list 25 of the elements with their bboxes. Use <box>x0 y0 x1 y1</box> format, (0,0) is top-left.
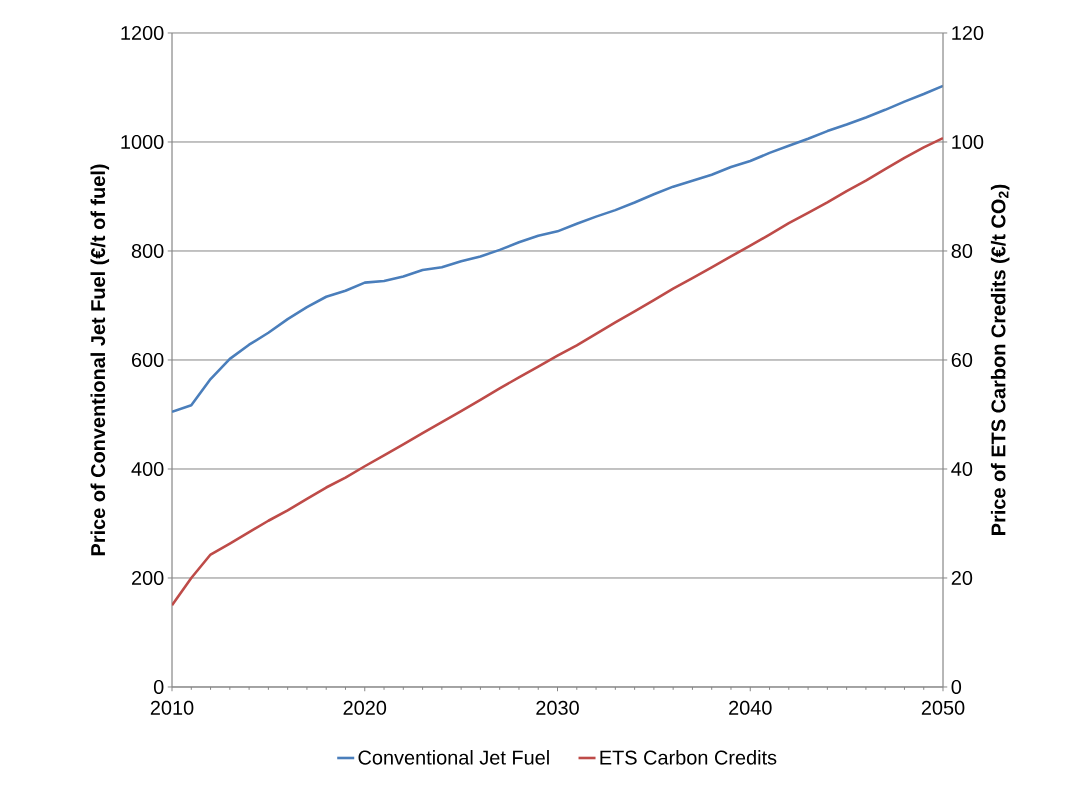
y2-tick-label: 80 <box>951 243 973 259</box>
line-series <box>172 136 944 607</box>
y-tick-label: 200 <box>132 570 164 586</box>
x-tick-label: 2030 <box>536 700 579 715</box>
x-tick-label: 2020 <box>343 700 387 715</box>
y2-axis-title: Price of ETS Carbon Credits (€/t CO$_{2}$) <box>990 184 1010 535</box>
y-axis-title: Price of Conventional Jet Fuel (€/t of fuel) <box>90 164 110 556</box>
line-series <box>172 84 944 414</box>
legend-label: ETS Carbon Credits <box>600 750 777 765</box>
y2-tick-label: 100 <box>952 134 984 150</box>
y-tick-label: 1000 <box>121 134 164 150</box>
y2-tick-label: 20 <box>951 570 973 586</box>
y-tick-label: 800 <box>131 243 164 259</box>
y2-tick-label: 0 <box>951 679 962 695</box>
x-tick-label: 2010 <box>150 700 194 715</box>
x-tick-label: 2050 <box>921 700 965 715</box>
y-tick-label: 0 <box>153 679 164 695</box>
y2-tick-label: 120 <box>952 25 984 41</box>
y-tick-label: 400 <box>131 461 164 477</box>
y-tick-label: 600 <box>132 352 164 368</box>
x-tick-label: 2040 <box>729 700 772 715</box>
legend-label: Conventional Jet Fuel <box>358 750 549 765</box>
y2-tick-label: 40 <box>951 461 973 477</box>
y2-tick-label: 60 <box>951 352 973 368</box>
y-tick-label: 1200 <box>121 25 164 41</box>
